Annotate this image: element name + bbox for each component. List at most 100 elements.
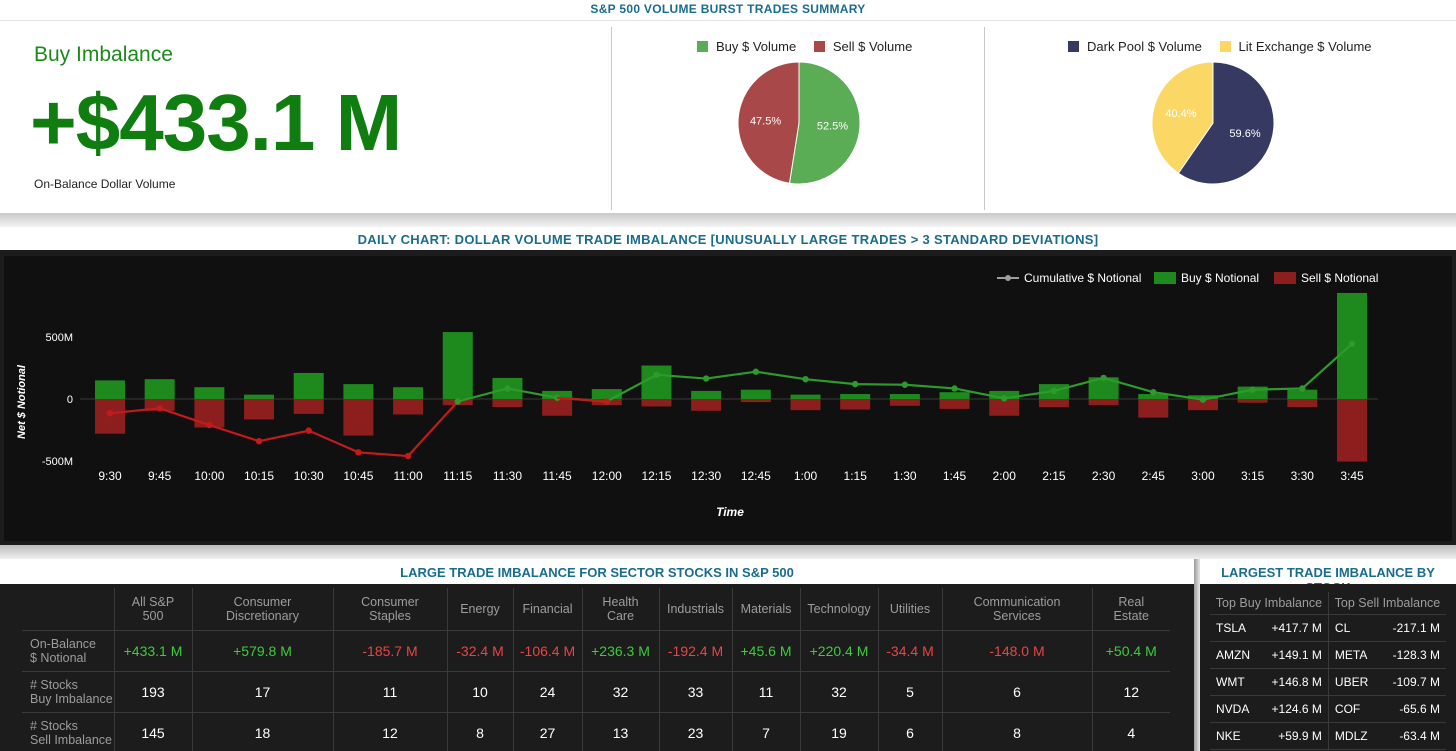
pie-slice[interactable] — [737, 61, 800, 184]
imbalance-label: Buy Imbalance — [34, 43, 173, 66]
sell-bar[interactable] — [1038, 399, 1069, 408]
stock-row[interactable]: NKE +59.9 M MDLZ -63.4 M — [1210, 722, 1446, 750]
sell-bar[interactable] — [244, 399, 275, 420]
sector-header[interactable]: Utilities — [878, 588, 943, 631]
buy-bar[interactable] — [790, 394, 821, 399]
buy-bar[interactable] — [1088, 377, 1119, 399]
cumulative-point[interactable] — [752, 368, 760, 375]
sell-bar[interactable] — [989, 399, 1020, 416]
stock-row[interactable]: NVDA +124.6 M COF -65.6 M — [1210, 695, 1446, 723]
buy-bar[interactable] — [591, 389, 622, 399]
sell-bar[interactable] — [343, 399, 374, 436]
buy-bar[interactable] — [144, 379, 175, 399]
cumulative-point[interactable] — [702, 375, 710, 382]
sell-bar[interactable] — [641, 399, 672, 407]
pie-slice[interactable] — [1151, 61, 1214, 174]
cumulative-point[interactable] — [901, 381, 909, 388]
sector-header[interactable]: Financial — [513, 588, 583, 631]
buy-bar[interactable] — [989, 390, 1020, 399]
legend-item-lit-exchange[interactable]: Lit Exchange $ Volume — [1219, 39, 1372, 54]
buy-bar[interactable] — [939, 392, 970, 399]
top-sell-header[interactable]: Top Sell Imbalance — [1328, 592, 1446, 615]
pie-slice[interactable] — [788, 61, 861, 185]
sector-header[interactable]: Real Estate — [1092, 588, 1170, 631]
buy-bar[interactable] — [740, 389, 771, 399]
buy-bar[interactable] — [889, 394, 920, 399]
stock-row[interactable]: AMZN +149.1 M META -128.3 M — [1210, 641, 1446, 669]
sell-bar[interactable] — [889, 399, 920, 406]
sell-value: -109.7 M — [1376, 668, 1446, 696]
x-tick-label: 9:30 — [98, 469, 122, 483]
cumulative-point[interactable] — [1150, 388, 1157, 396]
cumulative-point[interactable] — [852, 380, 859, 388]
sell-bar[interactable] — [1088, 399, 1119, 406]
buy-bar[interactable] — [194, 387, 225, 399]
sell-bar[interactable] — [144, 399, 175, 411]
sector-header[interactable]: Technology — [800, 588, 879, 631]
buy-bar[interactable] — [293, 372, 324, 399]
buy-bar[interactable] — [641, 365, 672, 399]
sell-bar[interactable] — [1138, 399, 1169, 418]
cumulative-point[interactable] — [1050, 387, 1058, 395]
buy-bar[interactable] — [244, 394, 275, 399]
summary-divider — [984, 27, 985, 210]
cumulative-point[interactable] — [305, 427, 312, 434]
sell-bar[interactable] — [790, 399, 821, 411]
legend-item-dark-pool[interactable]: Dark Pool $ Volume — [1068, 39, 1202, 54]
sector-header[interactable]: Consumer Discretionary — [192, 588, 334, 631]
cumulative-point[interactable] — [951, 385, 958, 392]
sector-header[interactable]: Health Care — [582, 588, 660, 631]
buy-bar[interactable] — [95, 380, 125, 399]
cumulative-point[interactable] — [802, 375, 809, 383]
cumulative-point[interactable] — [255, 437, 263, 445]
legend-item-buy-volume[interactable]: Buy $ Volume — [697, 39, 796, 54]
sector-header[interactable]: Energy — [447, 588, 514, 631]
cumulative-point[interactable] — [156, 405, 163, 412]
cumulative-point[interactable] — [355, 449, 362, 456]
sector-header[interactable]: Materials — [732, 588, 801, 631]
sell-bar[interactable] — [740, 399, 771, 403]
sell-bar[interactable] — [542, 399, 573, 416]
sector-header[interactable]: Industrials — [659, 588, 733, 631]
cumulative-point[interactable] — [603, 398, 610, 405]
sell-bar[interactable] — [1337, 399, 1367, 462]
sell-bar[interactable] — [393, 399, 424, 415]
sell-bar[interactable] — [1237, 399, 1268, 403]
buy-bar[interactable] — [343, 384, 374, 399]
sell-bar[interactable] — [840, 399, 871, 410]
cumulative-point[interactable] — [1348, 340, 1356, 348]
sell-bar[interactable] — [1187, 399, 1218, 411]
sell-bar[interactable] — [492, 399, 523, 408]
buy-bar[interactable] — [442, 332, 473, 399]
top-buy-header[interactable]: Top Buy Imbalance — [1210, 592, 1329, 615]
sector-header[interactable]: Consumer Staples — [333, 588, 448, 631]
cumulative-point[interactable] — [1100, 374, 1107, 382]
buy-bar[interactable] — [691, 390, 722, 399]
pie-slice[interactable] — [1177, 61, 1275, 185]
cumulative-point[interactable] — [404, 452, 412, 460]
sell-bar[interactable] — [939, 399, 970, 409]
buy-bar[interactable] — [840, 394, 871, 399]
cumulative-point[interactable] — [1299, 385, 1306, 392]
sell-bar[interactable] — [1287, 399, 1318, 408]
cumulative-point[interactable] — [454, 398, 461, 405]
buy-ticker: TSLA — [1210, 614, 1258, 642]
sector-header[interactable]: Communication Services — [942, 588, 1093, 631]
sector-header[interactable]: All S&P 500 — [114, 588, 193, 631]
cumulative-point[interactable] — [206, 421, 213, 429]
sell-bar[interactable] — [691, 399, 722, 411]
stock-row[interactable]: TSLA +417.7 M CL -217.1 M — [1210, 614, 1446, 642]
stock-row[interactable]: WMT +146.8 M UBER -109.7 M — [1210, 668, 1446, 696]
cumulative-point[interactable] — [504, 385, 511, 392]
cumulative-point[interactable] — [1199, 396, 1207, 403]
legend-item-sell-volume[interactable]: Sell $ Volume — [813, 39, 912, 54]
sell-bar[interactable] — [293, 399, 324, 414]
buy-bar[interactable] — [1138, 394, 1169, 399]
cumulative-point[interactable] — [1001, 395, 1008, 402]
cumulative-point[interactable] — [106, 410, 114, 417]
buy-bar[interactable] — [393, 387, 424, 399]
sector-cell: 23 — [659, 712, 733, 751]
buy-bar[interactable] — [1287, 389, 1318, 399]
cumulative-point[interactable] — [653, 371, 660, 379]
cumulative-point[interactable] — [1249, 386, 1256, 393]
